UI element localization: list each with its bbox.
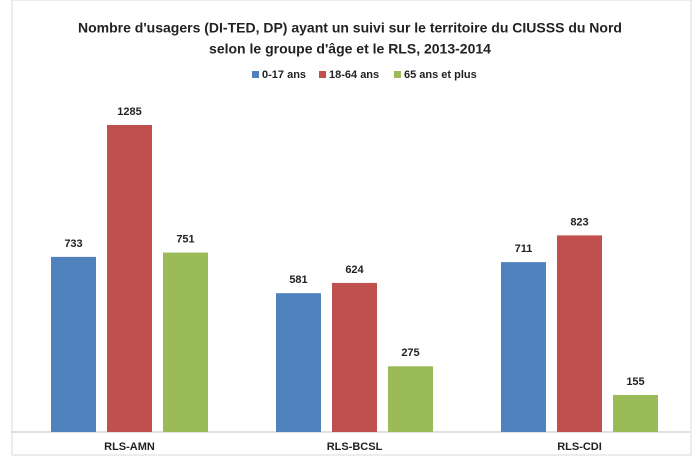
data-label: 275 — [401, 347, 419, 359]
legend-swatch — [319, 71, 326, 78]
bar — [107, 125, 152, 432]
data-label: 751 — [176, 233, 194, 245]
data-label: 1285 — [117, 106, 141, 118]
legend-label: 65 ans et plus — [404, 69, 477, 81]
bar — [51, 256, 96, 432]
data-label: 581 — [289, 274, 307, 286]
data-label: 823 — [570, 216, 588, 228]
data-label: 624 — [345, 264, 364, 276]
data-label: 711 — [515, 243, 533, 255]
x-tick-label: RLS-AMN — [104, 441, 155, 453]
data-label: 733 — [64, 238, 82, 250]
x-tick-label: RLS-CDI — [557, 441, 602, 453]
bar — [557, 235, 602, 432]
bar — [332, 282, 377, 432]
bar — [501, 262, 546, 432]
legend-label: 18-64 ans — [329, 69, 379, 81]
bar — [276, 293, 321, 432]
legend-label: 0-17 ans — [262, 69, 306, 81]
bar — [388, 366, 433, 432]
chart-title: Nombre d'usagers (DI-TED, DP) ayant un s… — [78, 20, 622, 36]
legend-swatch — [394, 71, 401, 78]
chart-title: selon le groupe d'âge et le RLS, 2013-20… — [209, 41, 491, 57]
bar — [613, 394, 658, 432]
legend-swatch — [252, 71, 259, 78]
x-tick-label: RLS-BCSL — [327, 441, 383, 453]
bar — [163, 252, 208, 432]
data-label: 155 — [626, 376, 644, 388]
